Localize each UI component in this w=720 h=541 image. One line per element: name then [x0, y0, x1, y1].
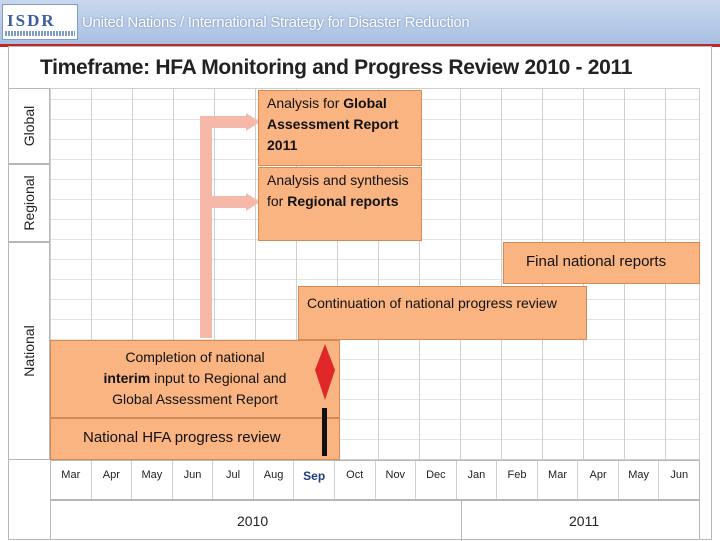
arrow-shaft-global — [200, 116, 248, 128]
row-label-regional: Regional — [8, 164, 50, 242]
arrow-head-regional — [246, 193, 260, 211]
month-label: Dec — [416, 461, 457, 499]
arrow-head-global — [246, 113, 260, 131]
activity-text-bold: Regional reports — [287, 193, 399, 209]
milestone-marker-line — [322, 408, 327, 456]
activity-national-hfa-review: National HFA progress review — [50, 418, 340, 460]
logo-text: ISDR — [7, 11, 56, 30]
activity-text: Completion of national — [125, 349, 265, 365]
activity-text: Analysis and synthesis for — [267, 172, 409, 209]
month-label: Apr — [92, 461, 133, 499]
activity-text: Analysis for — [267, 95, 344, 111]
milestone-diamond-lower — [315, 370, 335, 400]
arrow-shaft — [200, 116, 212, 338]
activity-text: input to Regional and — [150, 370, 287, 386]
milestone-diamond-upper — [315, 344, 335, 370]
logo-subtext-graphic — [5, 31, 75, 36]
activity-continuation-review: Continuation of national progress review — [298, 286, 587, 340]
activity-text: Final national reports — [526, 253, 667, 270]
isdr-logo: ISDR — [2, 4, 78, 40]
arrow-shaft-regional — [200, 196, 248, 208]
slide-title: Timeframe: HFA Monitoring and Progress R… — [40, 56, 633, 79]
activity-text: Global Assessment Report — [112, 391, 278, 407]
month-label: Feb — [497, 461, 538, 499]
activity-final-national-reports: Final national reports — [503, 242, 700, 284]
year-divider — [461, 501, 462, 541]
activity-regional-analysis: Analysis and synthesis for Regional repo… — [258, 167, 422, 241]
year-label-2011: 2011 — [569, 513, 600, 529]
month-label: Jul — [213, 461, 254, 499]
month-label: Mar — [51, 461, 92, 499]
activity-completion-interim: Completion of national interim input to … — [50, 340, 340, 418]
month-label: Jun — [173, 461, 214, 499]
month-label: Jan — [457, 461, 498, 499]
row-label-global: Global — [8, 88, 50, 164]
month-axis: Mar Apr May Jun Jul Aug Sep Oct Nov Dec … — [50, 460, 700, 500]
activity-global-analysis: Analysis for Global Assessment Report 20… — [258, 90, 422, 166]
activity-text-bold: Global Assessment Report 2011 — [267, 95, 399, 153]
header-banner: ISDR United Nations / International Stra… — [0, 0, 720, 44]
row-label-text: Regional — [21, 175, 37, 231]
month-label: Jun — [670, 469, 689, 481]
header-divider — [0, 44, 720, 47]
month-label: Apr — [578, 461, 619, 499]
activity-text-bold: interim — [103, 370, 151, 386]
year-label-2010: 2010 — [237, 513, 269, 529]
month-label: Oct — [335, 461, 376, 499]
row-label-text: Global — [21, 105, 37, 147]
activity-text: National HFA progress review — [83, 429, 281, 446]
activity-text: Continuation of national progress review — [307, 295, 557, 311]
month-label: Mar — [538, 461, 579, 499]
month-label: Aug — [254, 461, 295, 499]
month-label-highlight: Sep — [294, 461, 335, 499]
month-label: May — [132, 461, 173, 499]
header-title: United Nations / International Strategy … — [82, 14, 470, 31]
row-label-national: National — [8, 242, 50, 460]
row-label-text: National — [21, 325, 37, 377]
month-label: Nov — [376, 461, 417, 499]
year-axis: 2010 2011 — [50, 500, 700, 541]
month-label: May — [619, 461, 660, 499]
